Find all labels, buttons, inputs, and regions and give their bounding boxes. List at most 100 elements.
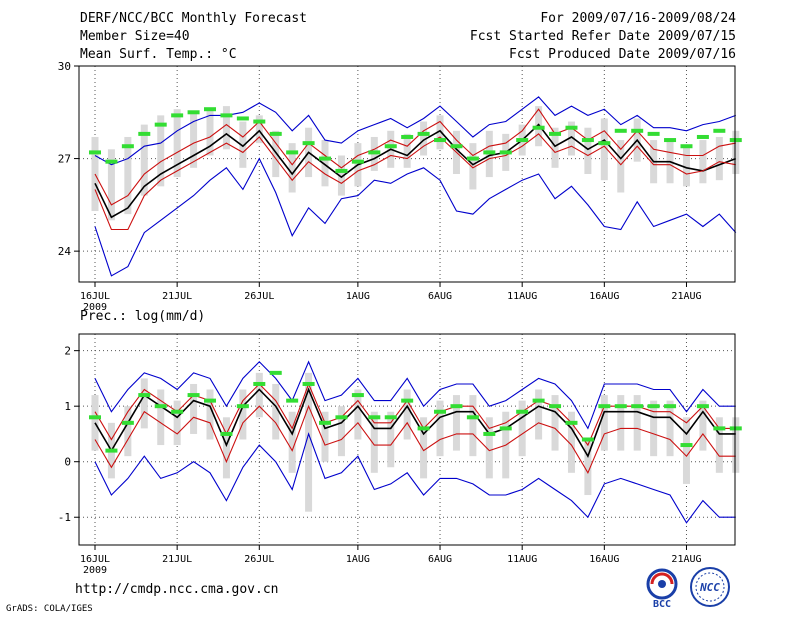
prec-spread-box bbox=[567, 411, 575, 473]
prec-climatology-marker bbox=[631, 404, 644, 409]
prec-climatology-marker bbox=[565, 420, 578, 425]
temp-climatology-marker bbox=[302, 141, 315, 146]
prec-spread-box bbox=[485, 417, 493, 479]
variable-label-temp: Mean Surf. Temp.: °C bbox=[80, 47, 237, 62]
temp-climatology-marker bbox=[105, 159, 118, 164]
temp-tick-label-x: 16JUL bbox=[80, 291, 110, 302]
temp-climatology-marker bbox=[614, 128, 627, 133]
temp-spread-box bbox=[420, 121, 428, 156]
prec-tick-label-y: -1 bbox=[58, 511, 71, 524]
prec-mean-line bbox=[94, 387, 736, 459]
temp-climatology-marker bbox=[236, 116, 249, 121]
temp-spread-box bbox=[403, 133, 411, 168]
prec-tick-label-x: 21AUG bbox=[671, 554, 701, 565]
temp-spread-box bbox=[107, 149, 115, 221]
forecast-started: Fcst Started Refer Date 2009/07/15 bbox=[469, 29, 736, 44]
temp-climatology-marker bbox=[286, 150, 299, 155]
temp-climatology-marker bbox=[384, 144, 397, 149]
prec-climatology-marker bbox=[664, 404, 677, 409]
temp-tick-label-x: 1AUG bbox=[346, 291, 370, 302]
bcc-logo-text: BCC bbox=[653, 599, 671, 610]
prec-climatology-marker bbox=[516, 409, 529, 414]
prec-climatology-marker bbox=[384, 415, 397, 420]
temp-climatology-marker bbox=[187, 110, 200, 115]
temp-spread-box bbox=[436, 115, 444, 150]
temp-mean-line bbox=[94, 123, 737, 219]
temp-climatology-marker bbox=[171, 113, 184, 118]
prec-frame bbox=[78, 333, 736, 546]
temp-climatology-marker bbox=[401, 134, 414, 139]
temp-climatology-marker bbox=[204, 107, 217, 112]
prec-climatology-marker bbox=[483, 431, 496, 436]
prec-spread-box bbox=[452, 395, 460, 451]
prec-climatology-marker bbox=[549, 404, 562, 409]
prec-stdev-upper-line bbox=[94, 382, 736, 447]
prec-climatology-marker bbox=[236, 404, 249, 409]
prec-spread-box bbox=[173, 400, 181, 446]
prec-climatology-marker bbox=[89, 415, 101, 420]
temp-panel: 16JUL 21JUL 26JUL 1AUG 6AUG 11AUG 16AUG 21AUG 20… bbox=[58, 60, 742, 313]
prec-stdev-lower-line bbox=[94, 404, 736, 475]
prec-climatology-marker bbox=[598, 404, 611, 409]
temp-min-line bbox=[94, 157, 737, 277]
temp-spread-box bbox=[469, 143, 477, 190]
temp-climatology-marker bbox=[549, 131, 562, 136]
prec-min-line bbox=[94, 432, 736, 524]
prec-panel: 16JUL 21JUL 26JUL 1AUG 6AUG 11AUG 16AUG 21AUG20… bbox=[58, 333, 742, 576]
temp-climatology-marker bbox=[450, 144, 463, 149]
prec-climatology-marker bbox=[154, 404, 167, 409]
temp-climatology-marker bbox=[664, 138, 677, 143]
temp-climatology-marker bbox=[631, 128, 644, 133]
temp-spread-box bbox=[321, 140, 329, 187]
prec-spread-box bbox=[600, 395, 608, 451]
temp-spread-box bbox=[617, 140, 625, 193]
forecast-produced: Fcst Produced Date 2009/07/16 bbox=[509, 47, 736, 62]
prec-climatology-marker bbox=[335, 415, 348, 420]
temp-spread-box bbox=[732, 130, 740, 174]
prec-tick-label-x: 6AUG bbox=[428, 554, 452, 565]
temp-spread-box bbox=[699, 140, 707, 184]
prec-climatology-marker bbox=[532, 398, 545, 403]
chart-title: DERF/NCC/BCC Monthly Forecast bbox=[80, 11, 307, 26]
prec-year-label: 2009 bbox=[83, 565, 107, 576]
prec-tick-label-y: 1 bbox=[64, 400, 71, 413]
temp-climatology-marker bbox=[581, 138, 594, 143]
prec-spread-box bbox=[321, 411, 329, 462]
ncc-logo: NCC bbox=[690, 567, 730, 607]
temp-tick-label-x: 11AUG bbox=[507, 291, 537, 302]
prec-tick-label-x: 26JUL bbox=[244, 554, 274, 565]
prec-spread-box bbox=[551, 395, 559, 451]
prec-climatology-marker bbox=[138, 393, 151, 398]
prec-climatology-marker bbox=[121, 420, 134, 425]
temp-tick-label-x: 16AUG bbox=[589, 291, 619, 302]
prec-climatology-marker bbox=[368, 415, 381, 420]
website-url[interactable]: http://cmdp.ncc.cma.gov.cn bbox=[75, 582, 279, 597]
temp-climatology-marker bbox=[565, 125, 578, 130]
prec-tick-label-x: 16JUL bbox=[80, 554, 110, 565]
temp-year-label: 2009 bbox=[83, 302, 107, 313]
temp-climatology-marker bbox=[138, 131, 151, 136]
temp-spread-box bbox=[173, 109, 181, 178]
prec-climatology-marker bbox=[647, 404, 660, 409]
prec-spread-box bbox=[157, 389, 165, 446]
prec-climatology-marker bbox=[581, 437, 594, 442]
temp-tick-label-y: 30 bbox=[58, 60, 71, 73]
prec-spread-box bbox=[272, 383, 280, 440]
prec-climatology-marker bbox=[187, 393, 200, 398]
temp-tick-label-x: 21JUL bbox=[162, 291, 192, 302]
grads-credit: GrADS: COLA/IGES bbox=[6, 604, 93, 614]
prec-spread-box bbox=[206, 389, 214, 440]
temp-spread-box bbox=[157, 115, 165, 187]
temp-climatology-marker bbox=[483, 150, 496, 155]
prec-spread-box bbox=[239, 389, 247, 440]
temp-spread-box bbox=[222, 106, 230, 150]
temp-spread-box bbox=[140, 124, 148, 196]
temp-climatology-marker bbox=[269, 131, 282, 136]
prec-climatology-marker bbox=[466, 415, 479, 420]
temp-climatology-marker bbox=[516, 138, 529, 143]
temp-spread-box bbox=[584, 127, 592, 174]
prec-climatology-marker bbox=[680, 443, 693, 448]
temp-tick-label-x: 6AUG bbox=[428, 291, 452, 302]
ncc-logo-text: NCC bbox=[699, 581, 720, 594]
temp-climatology-marker bbox=[499, 150, 512, 155]
